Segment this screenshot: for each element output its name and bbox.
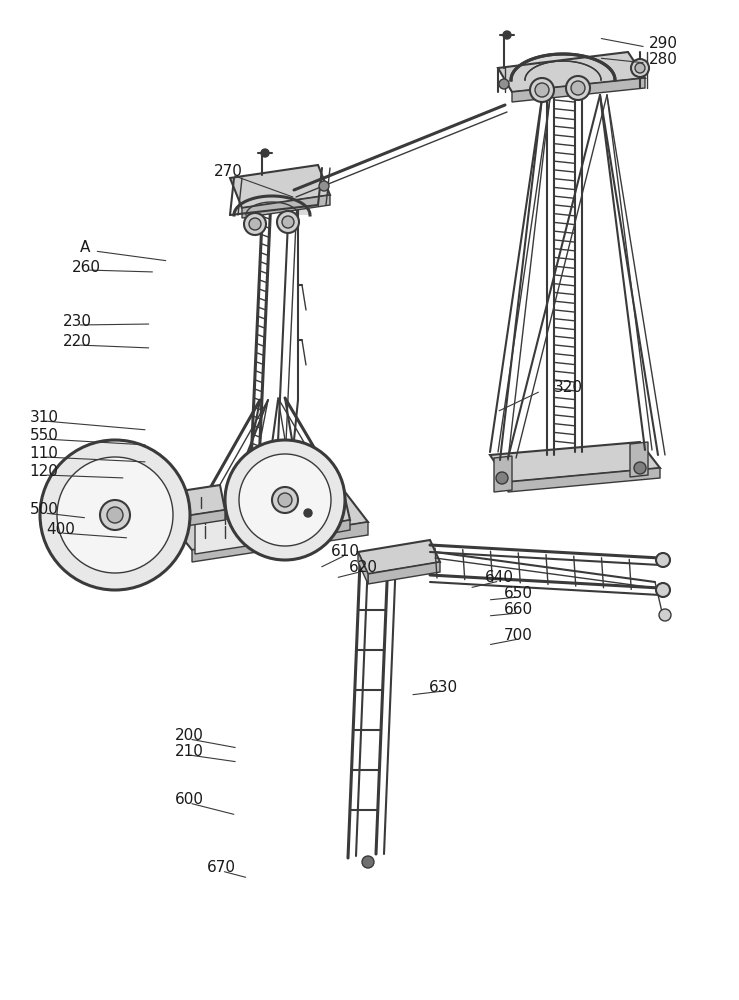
Text: 670: 670 — [207, 860, 236, 876]
Text: 260: 260 — [72, 259, 101, 274]
Text: 700: 700 — [504, 629, 533, 644]
Polygon shape — [195, 510, 285, 554]
Polygon shape — [368, 562, 440, 584]
Text: 220: 220 — [63, 334, 92, 350]
Text: 200: 200 — [174, 728, 203, 744]
Circle shape — [225, 440, 345, 560]
Polygon shape — [155, 495, 160, 530]
Polygon shape — [511, 54, 615, 80]
Polygon shape — [498, 52, 645, 92]
Text: 650: 650 — [504, 586, 533, 601]
Circle shape — [244, 213, 266, 235]
Polygon shape — [490, 442, 660, 482]
Circle shape — [278, 493, 292, 507]
Text: 550: 550 — [30, 428, 58, 444]
Polygon shape — [508, 468, 660, 492]
Circle shape — [535, 83, 549, 97]
Circle shape — [272, 487, 298, 513]
Circle shape — [304, 509, 312, 517]
Circle shape — [57, 457, 173, 573]
Circle shape — [362, 856, 374, 868]
Circle shape — [634, 462, 646, 474]
Text: 290: 290 — [649, 36, 678, 51]
Polygon shape — [230, 165, 330, 208]
Circle shape — [631, 59, 649, 77]
Circle shape — [503, 31, 511, 39]
Circle shape — [530, 78, 554, 102]
Text: 610: 610 — [331, 544, 360, 560]
Text: 120: 120 — [30, 464, 58, 480]
Text: 660: 660 — [504, 602, 533, 617]
Text: 320: 320 — [554, 380, 583, 395]
Polygon shape — [512, 78, 645, 102]
Circle shape — [571, 81, 585, 95]
Circle shape — [277, 211, 299, 233]
Polygon shape — [234, 196, 310, 215]
Polygon shape — [290, 508, 295, 540]
Text: 110: 110 — [30, 446, 58, 462]
Polygon shape — [192, 522, 368, 562]
Polygon shape — [290, 498, 350, 530]
Circle shape — [496, 472, 508, 484]
Text: 620: 620 — [349, 560, 378, 576]
Polygon shape — [358, 540, 440, 574]
Polygon shape — [295, 520, 350, 540]
Polygon shape — [494, 456, 512, 492]
Text: 630: 630 — [429, 680, 457, 696]
Text: 500: 500 — [30, 502, 58, 518]
Circle shape — [659, 609, 671, 621]
Circle shape — [100, 500, 130, 530]
Circle shape — [319, 181, 329, 191]
Circle shape — [107, 507, 123, 523]
Circle shape — [656, 583, 670, 597]
Polygon shape — [160, 510, 225, 530]
Polygon shape — [358, 552, 368, 584]
Text: 270: 270 — [214, 164, 243, 180]
Circle shape — [566, 76, 590, 100]
Text: 400: 400 — [46, 522, 75, 538]
Circle shape — [499, 79, 509, 89]
Text: 600: 600 — [174, 792, 203, 808]
Text: 230: 230 — [63, 314, 92, 330]
Circle shape — [635, 63, 645, 73]
Circle shape — [239, 454, 331, 546]
Text: A: A — [80, 240, 90, 255]
Circle shape — [261, 149, 269, 157]
Text: 210: 210 — [174, 744, 203, 760]
Polygon shape — [155, 485, 225, 520]
Text: 310: 310 — [30, 410, 58, 426]
Polygon shape — [168, 492, 368, 550]
Circle shape — [40, 440, 190, 590]
Circle shape — [656, 553, 670, 567]
Polygon shape — [630, 442, 648, 477]
Text: 640: 640 — [485, 570, 514, 585]
Circle shape — [282, 216, 294, 228]
Circle shape — [249, 218, 261, 230]
Polygon shape — [242, 195, 330, 218]
Text: 280: 280 — [649, 52, 678, 68]
